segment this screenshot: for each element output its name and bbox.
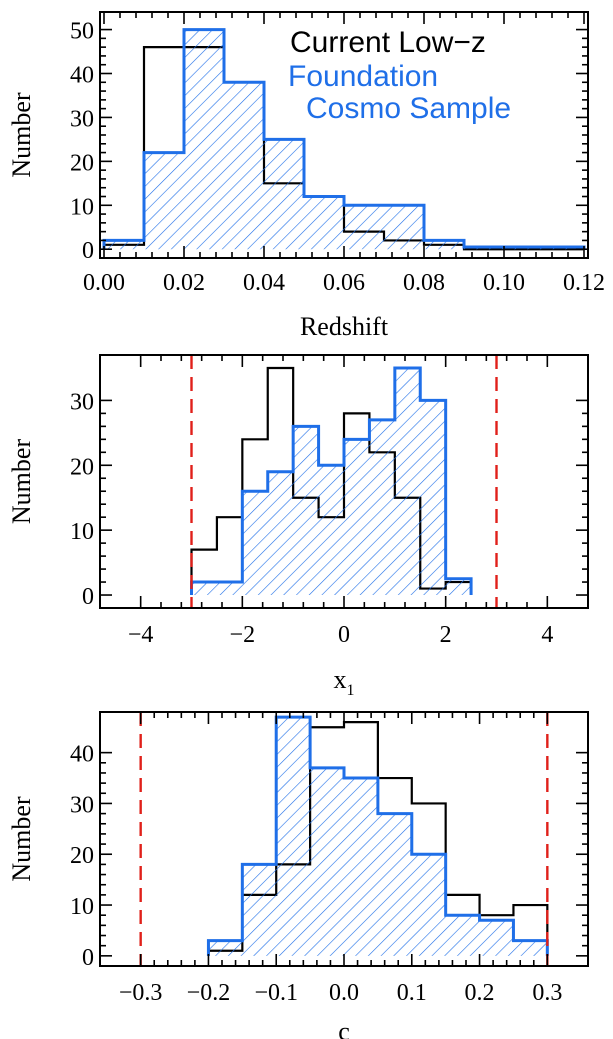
x-tick-label: 4 bbox=[541, 622, 553, 648]
y-tick-label: 30 bbox=[70, 389, 94, 415]
series-1-outline bbox=[206, 715, 549, 956]
x-tick-label: 0.2 bbox=[465, 980, 495, 1006]
y-tick-label: 10 bbox=[70, 519, 94, 545]
x-tick-label: 2 bbox=[440, 622, 452, 648]
x-tick-label: 0 bbox=[338, 622, 350, 648]
legend-entry-0: Current Low−z bbox=[290, 26, 486, 59]
legend-entry-2: Cosmo Sample bbox=[306, 92, 511, 125]
series-1-hatch-fill bbox=[104, 29, 584, 250]
y-tick-label: 0 bbox=[82, 584, 94, 610]
x-tick-label: −4 bbox=[128, 622, 154, 648]
x-tick-label: 0.0 bbox=[329, 980, 359, 1006]
y-tick-label: 30 bbox=[70, 106, 94, 132]
x-axis-title: Redshift bbox=[300, 312, 389, 341]
y-axis-title: Number bbox=[7, 796, 36, 882]
x-tick-label: 0.02 bbox=[163, 270, 205, 296]
redshift-histogram-panel: 0.00 0.02 0.04 0.06 0.08 0.10 0.12 0 10 20 30 40 50 R… bbox=[7, 11, 605, 341]
y-tick-label: 0 bbox=[82, 945, 94, 971]
series-1-hatch-fill bbox=[191, 367, 472, 596]
x-tick-label: 0.3 bbox=[532, 980, 562, 1006]
y-tick-label: 50 bbox=[70, 19, 94, 45]
series-1-outline bbox=[102, 28, 586, 250]
x-axis-title: x1 bbox=[334, 665, 355, 699]
y-tick-label: 40 bbox=[70, 742, 94, 768]
y-tick-label: 20 bbox=[70, 150, 94, 176]
y-tick-label: 20 bbox=[70, 843, 94, 869]
x-tick-label: −0.2 bbox=[187, 980, 231, 1006]
x-tick-label: −0.1 bbox=[254, 980, 298, 1006]
x-tick-label: −2 bbox=[230, 622, 256, 648]
x-tick-label: 0.08 bbox=[403, 270, 445, 296]
y-tick-label: 10 bbox=[70, 894, 94, 920]
x1-histogram-panel: −4 −2 0 2 4 0 10 20 30 x1 Number bbox=[7, 354, 589, 699]
y-tick-label: 20 bbox=[70, 454, 94, 480]
x-tick-label: 0.06 bbox=[323, 270, 365, 296]
y-tick-label: 30 bbox=[70, 792, 94, 818]
series-1-hatch-fill bbox=[208, 717, 548, 956]
x-tick-label: 0.10 bbox=[483, 270, 525, 296]
x-axis-title: c bbox=[338, 1017, 350, 1039]
x-tick-label: 0.1 bbox=[397, 980, 427, 1006]
x-tick-label: 0.00 bbox=[83, 270, 125, 296]
legend-entry-1: Foundation bbox=[288, 60, 438, 93]
x-tick-label: −0.3 bbox=[119, 980, 163, 1006]
y-axis-title: Number bbox=[7, 439, 36, 525]
x-tick-label: 0.04 bbox=[243, 270, 285, 296]
color-histogram-panel: −0.3 −0.2 −0.1 0.0 0.1 0.2 0.3 0 10 20 30 40 c Number bbox=[7, 711, 589, 1039]
y-axis-title: Number bbox=[7, 92, 36, 178]
y-tick-label: 10 bbox=[70, 194, 94, 220]
y-tick-label: 40 bbox=[70, 63, 94, 89]
x-axis-title-subscript: 1 bbox=[347, 682, 355, 699]
y-tick-label: 0 bbox=[82, 238, 94, 264]
x-tick-label: 0.12 bbox=[563, 270, 605, 296]
series-1-outline bbox=[190, 366, 473, 596]
